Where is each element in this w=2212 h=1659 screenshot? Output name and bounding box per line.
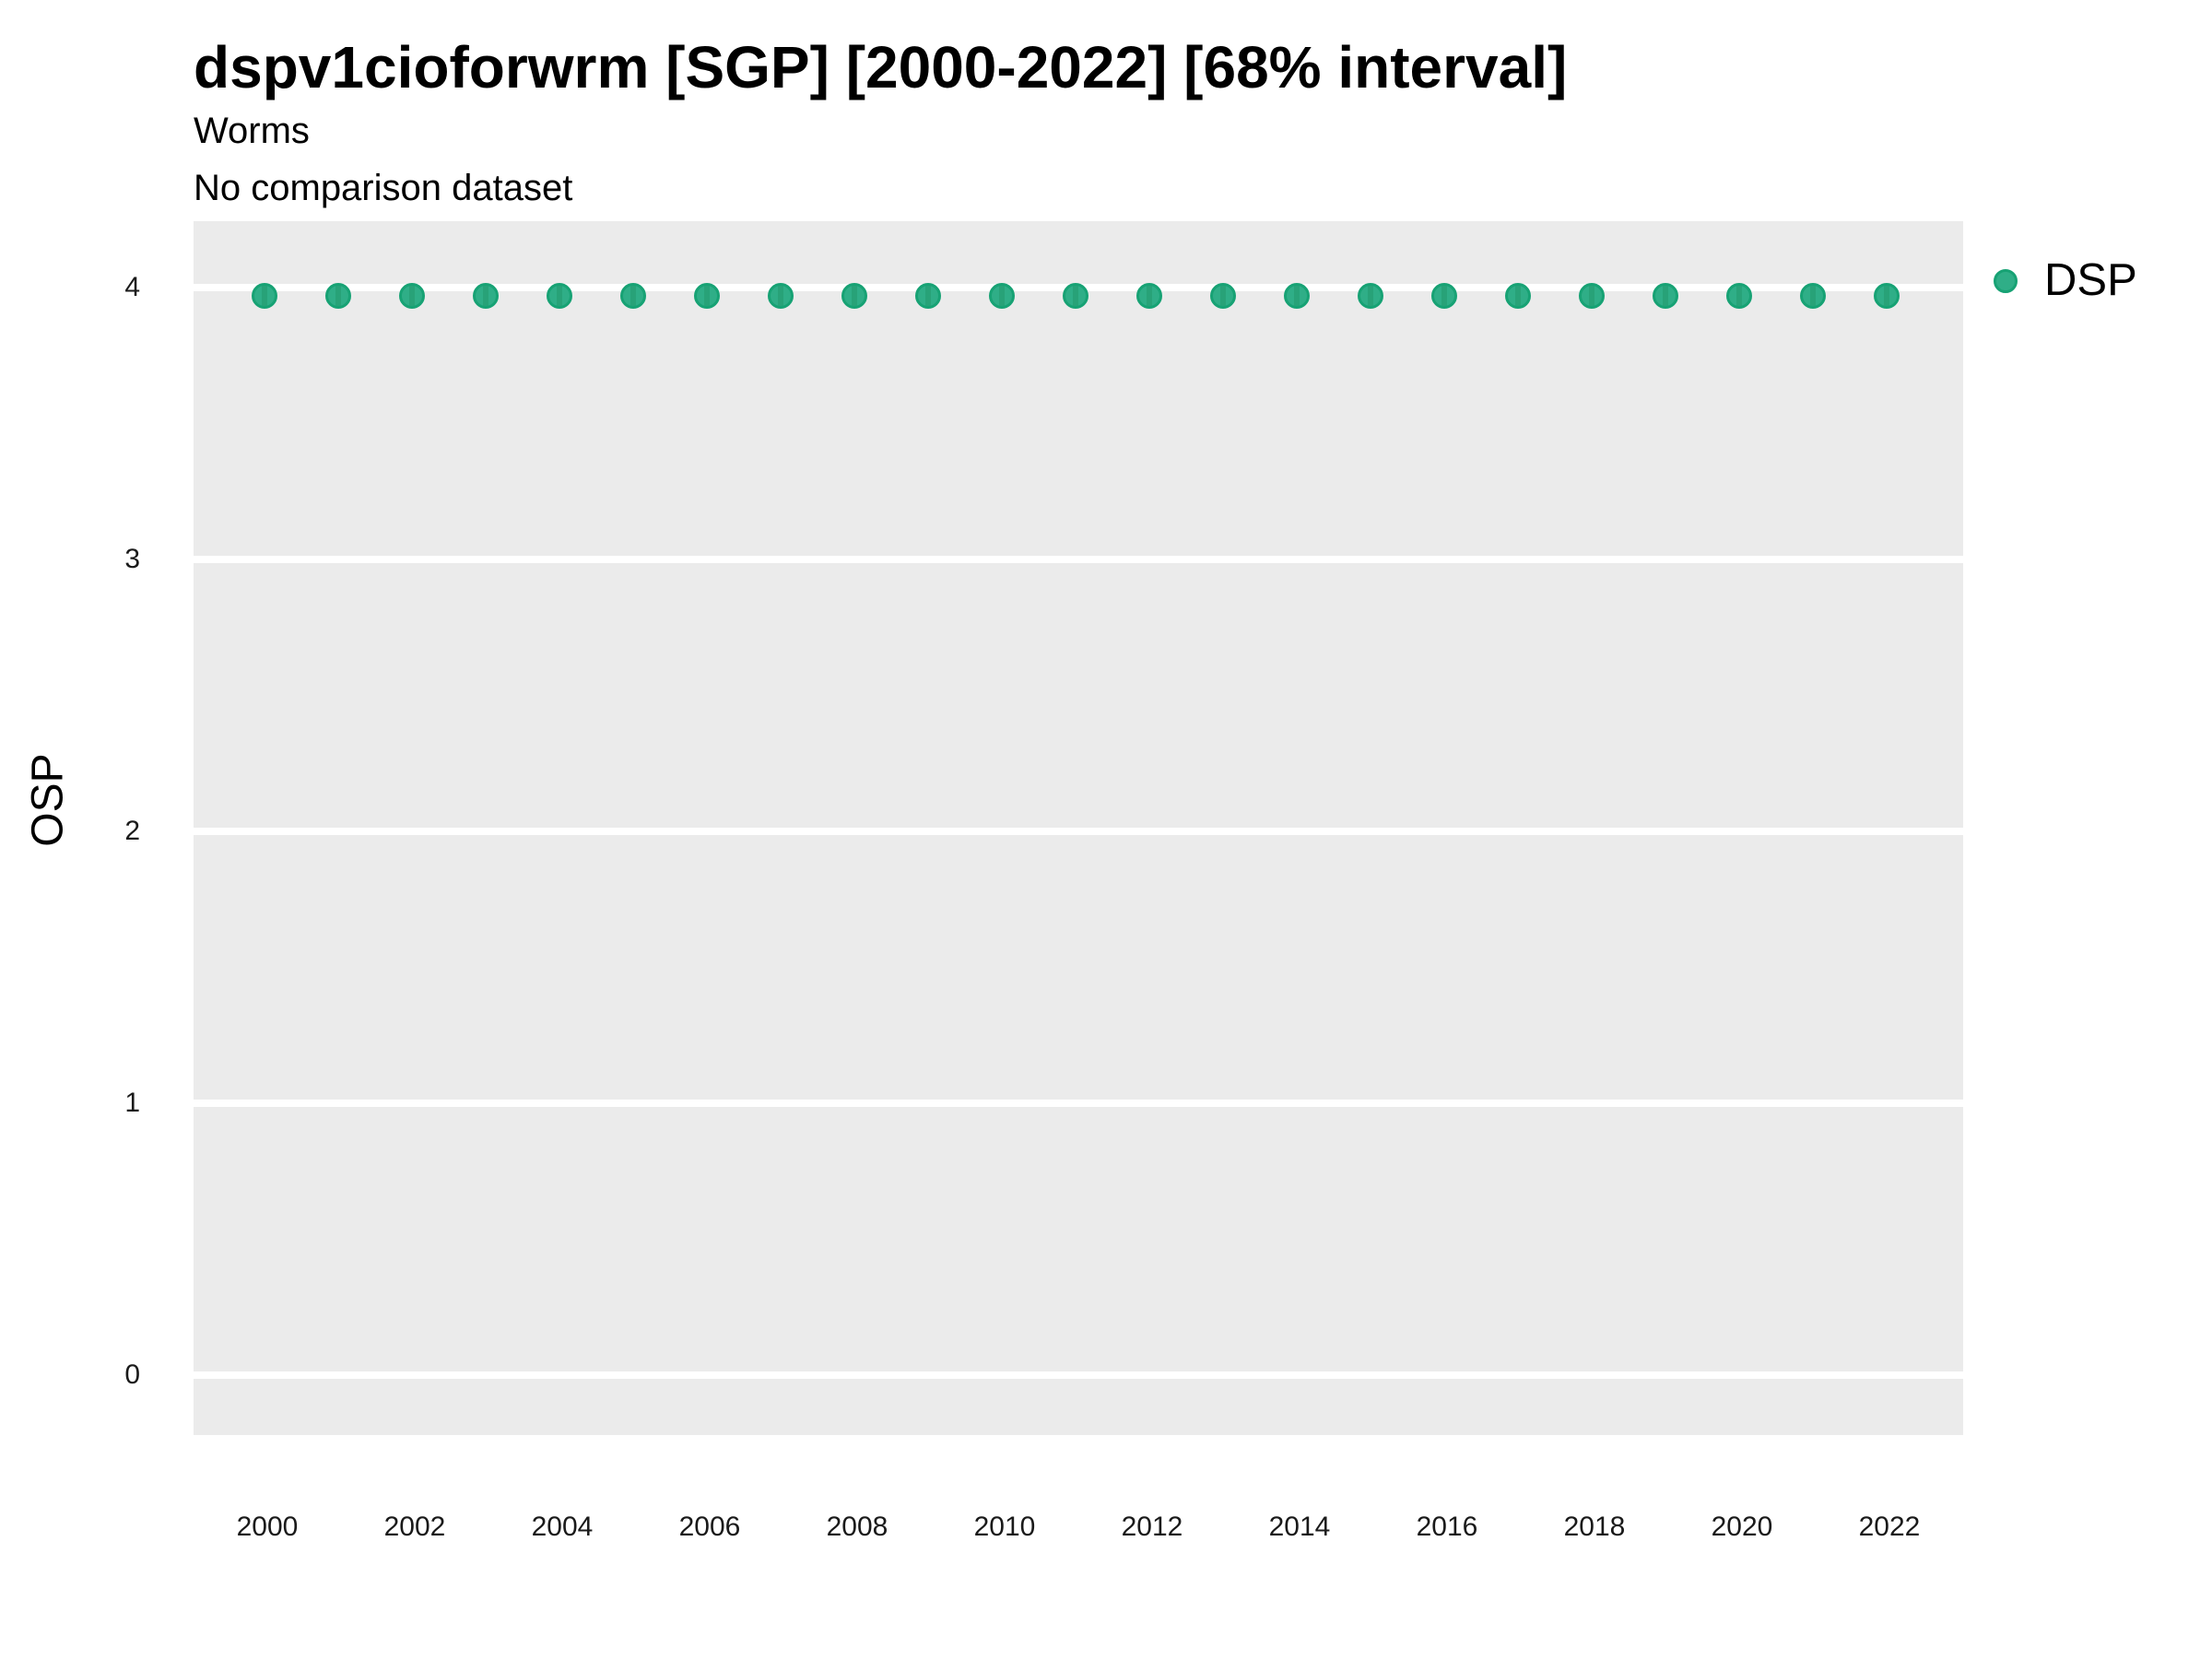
data-point-dsp-2011	[1063, 282, 1088, 309]
data-point-dsp-2007	[768, 282, 794, 309]
chart-title: dspv1cioforwrm [SGP] [2000-2022] [68% in…	[194, 34, 1568, 100]
x-tick-label-2012: 2012	[1121, 1512, 1183, 1542]
legend-marker-icon	[1994, 268, 2018, 293]
gridline-y-2	[194, 828, 1963, 835]
data-point-dsp-2009	[915, 282, 941, 309]
data-point-dsp-2001	[325, 282, 351, 309]
data-point-dsp-2006	[694, 282, 720, 309]
data-point-dsp-2015	[1358, 282, 1383, 309]
data-point-dsp-2020	[1726, 282, 1752, 309]
x-tick-label-2016: 2016	[1416, 1512, 1478, 1542]
x-tick-label-2020: 2020	[1711, 1512, 1773, 1542]
data-point-dsp-2005	[620, 282, 646, 309]
x-tick-label-2008: 2008	[826, 1512, 888, 1542]
y-tick-label-0: 0	[124, 1359, 140, 1390]
x-tick-label-2018: 2018	[1563, 1512, 1626, 1542]
data-point-dsp-2021	[1800, 282, 1826, 309]
y-tick-label-3: 3	[124, 544, 140, 574]
y-axis-title: OSP	[23, 753, 73, 847]
data-point-dsp-2000	[252, 282, 277, 309]
legend: DSP	[1994, 258, 2137, 303]
gridline-y-0	[194, 1371, 1963, 1379]
gridline-y-3	[194, 556, 1963, 563]
y-tick-label-1: 1	[124, 1088, 140, 1118]
data-point-dsp-2013	[1210, 282, 1236, 309]
legend-label: DSP	[2044, 255, 2137, 305]
data-point-dsp-2003	[473, 282, 499, 309]
comparison-note: No comparison dataset	[194, 168, 573, 208]
x-tick-label-2022: 2022	[1858, 1512, 1921, 1542]
x-tick-label-2006: 2006	[678, 1512, 741, 1542]
data-point-dsp-2004	[547, 282, 572, 309]
plot-panel	[194, 221, 1963, 1435]
y-tick-label-4: 4	[124, 272, 140, 302]
data-point-dsp-2010	[989, 282, 1015, 309]
data-point-dsp-2014	[1284, 282, 1310, 309]
data-point-dsp-2018	[1579, 282, 1605, 309]
x-tick-label-2002: 2002	[383, 1512, 446, 1542]
data-point-dsp-2008	[841, 282, 867, 309]
data-point-dsp-2002	[399, 282, 425, 309]
x-tick-label-2000: 2000	[236, 1512, 299, 1542]
x-tick-label-2014: 2014	[1268, 1512, 1331, 1542]
x-tick-label-2004: 2004	[531, 1512, 594, 1542]
data-point-dsp-2019	[1653, 282, 1678, 309]
data-point-dsp-2012	[1136, 282, 1162, 309]
chart-subtitle: Worms	[194, 111, 310, 151]
data-point-dsp-2017	[1505, 282, 1531, 309]
data-point-dsp-2022	[1874, 282, 1900, 309]
y-tick-label-2: 2	[124, 816, 140, 846]
x-tick-label-2010: 2010	[973, 1512, 1036, 1542]
gridline-y-1	[194, 1100, 1963, 1107]
data-point-dsp-2016	[1431, 282, 1457, 309]
